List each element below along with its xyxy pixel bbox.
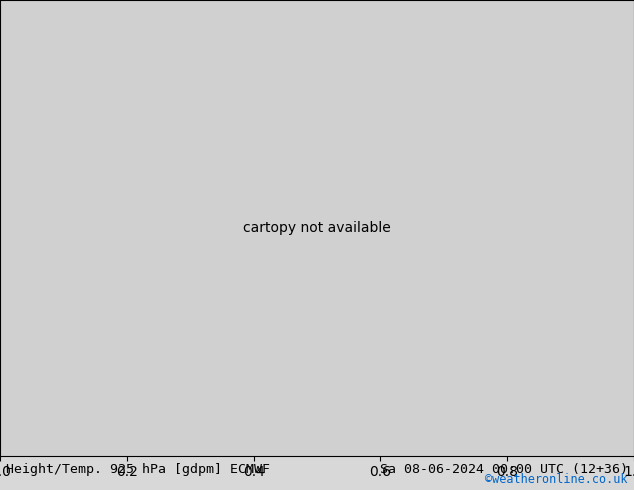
- Text: Height/Temp. 925 hPa [gdpm] ECMWF: Height/Temp. 925 hPa [gdpm] ECMWF: [6, 463, 270, 476]
- Text: cartopy not available: cartopy not available: [243, 221, 391, 235]
- Text: Sa 08-06-2024 00:00 UTC (12+36): Sa 08-06-2024 00:00 UTC (12+36): [380, 463, 628, 476]
- Text: ©weatheronline.co.uk: ©weatheronline.co.uk: [485, 473, 628, 486]
